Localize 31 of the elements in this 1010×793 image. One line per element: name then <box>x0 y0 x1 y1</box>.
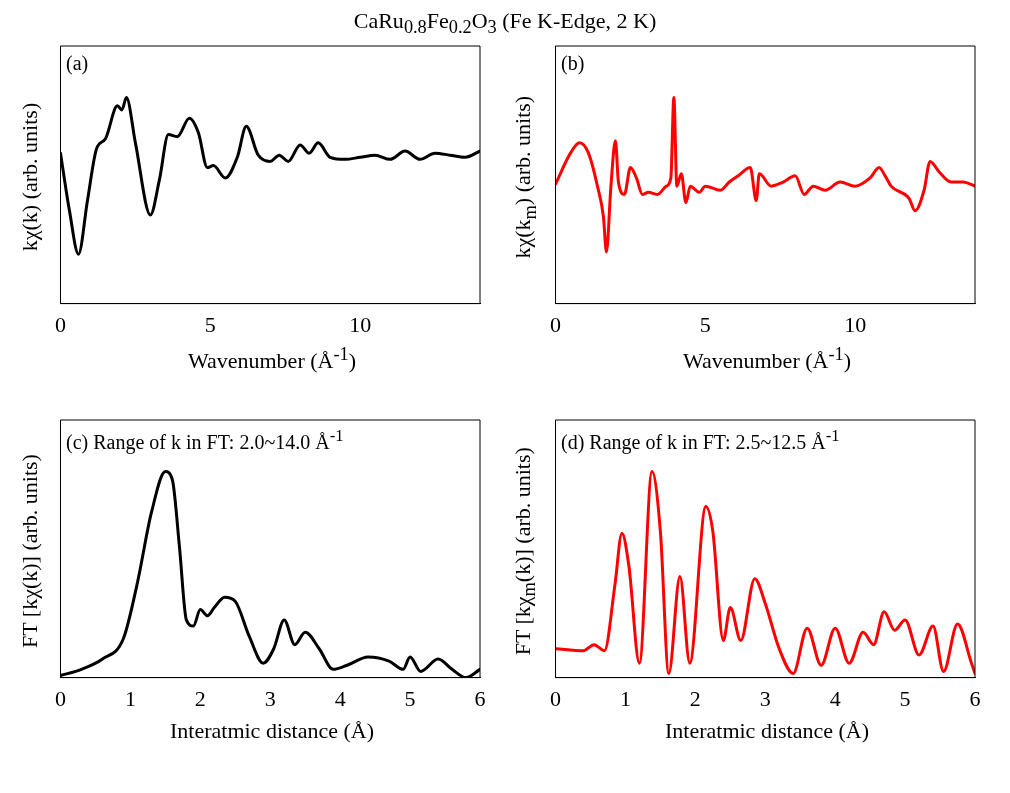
x-tick-label: 1 <box>619 685 631 711</box>
x-tick-label: 10 <box>844 311 867 337</box>
text: (c) Range of k in FT: 2.0~14.0 Å$^{-1}$ <box>66 426 344 454</box>
x-tick-label: 2 <box>194 685 206 711</box>
x-tick-label: 6 <box>474 685 486 711</box>
text: (b) <box>561 52 585 75</box>
x-tick-label: 6 <box>969 685 981 711</box>
x-tick-label: 4 <box>334 685 346 711</box>
x-tick-label: 4 <box>829 685 841 711</box>
x-tick-label: 5 <box>204 311 216 337</box>
chart-title: CaRu$_{0.8}$Fe$_{0.2}$O$_{3}$ (Fe K-Edge, 2 K) <box>352 8 658 40</box>
x-tick-label: 10 <box>349 311 372 337</box>
x-tick-label: 0 <box>55 311 66 337</box>
x-axis-title: Wavenumber (Å$^{-1}$) <box>681 344 853 375</box>
y-axis-title: FT [kχ(k)] (arb. units) <box>17 454 43 648</box>
text: (d) Range of k in FT: 2.5~12.5 Å$^{-1}$ <box>561 426 840 454</box>
x-tick-label: 5 <box>404 685 416 711</box>
x-tick-label: 5 <box>699 311 711 337</box>
x-tick-label: 0 <box>550 311 561 337</box>
x-axis-title: Interatmic distance (Å) <box>169 718 375 744</box>
x-tick-label: 0 <box>550 685 561 711</box>
x-tick-label: 0 <box>55 685 66 711</box>
x-axis-title: Wavenumber (Å$^{-1}$) <box>186 344 358 375</box>
text: (a) <box>66 52 89 75</box>
x-tick-label: 3 <box>759 685 771 711</box>
x-tick-label: 1 <box>124 685 136 711</box>
y-axis-title: kχ(k) (arb. units) <box>17 102 43 252</box>
x-tick-label: 3 <box>264 685 276 711</box>
x-tick-label: 2 <box>689 685 701 711</box>
x-tick-label: 5 <box>899 685 911 711</box>
x-axis-title: Interatmic distance (Å) <box>664 718 870 744</box>
